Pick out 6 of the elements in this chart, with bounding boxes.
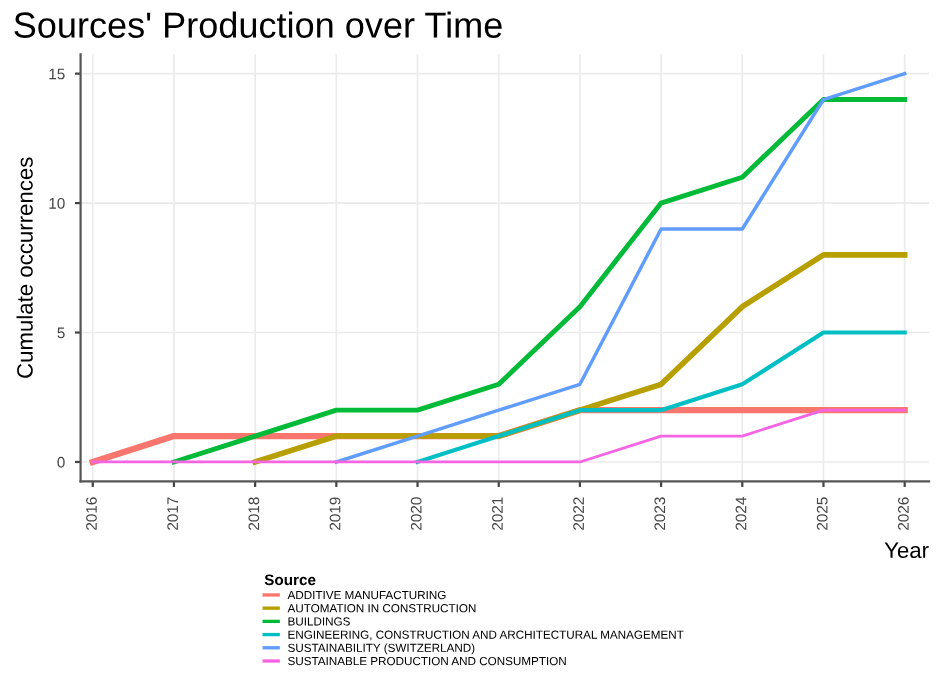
- line-series: [415, 330, 907, 465]
- y-axis-title: Cumulate occurrences: [16, 157, 33, 378]
- x-axis-title: Year: [884, 542, 929, 559]
- line-series: [171, 97, 908, 465]
- chart-title: Sources' Production over Time: [14, 11, 502, 38]
- line-series: [334, 71, 907, 464]
